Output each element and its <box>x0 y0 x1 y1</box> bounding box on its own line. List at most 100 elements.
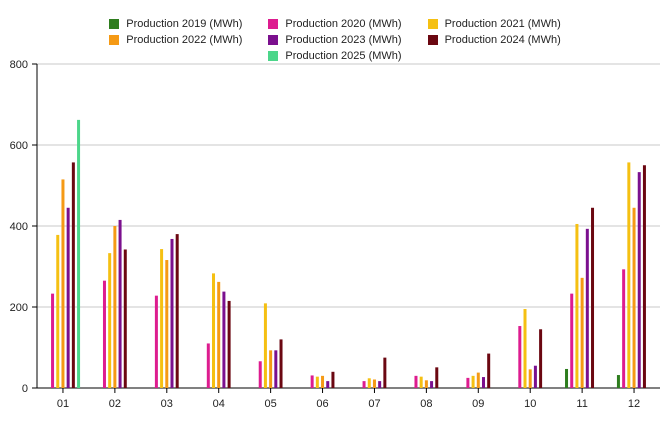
bar <box>565 368 569 388</box>
bar <box>326 381 330 388</box>
bar <box>315 376 319 388</box>
x-tick-label: 01 <box>57 398 69 410</box>
bar <box>274 350 278 388</box>
x-tick-label: 06 <box>316 398 328 410</box>
bar <box>539 329 543 388</box>
bar <box>77 119 81 388</box>
x-tick-label: 07 <box>368 398 380 410</box>
bar <box>580 277 584 388</box>
y-tick-label: 0 <box>22 383 28 395</box>
bar <box>217 281 221 388</box>
legend-label: Production 2023 (MWh) <box>285 34 402 46</box>
bar <box>362 381 366 388</box>
bar <box>258 361 262 388</box>
bar <box>175 234 179 388</box>
bar <box>622 269 626 388</box>
bar <box>321 375 325 388</box>
bar <box>642 165 646 388</box>
y-tick-label: 400 <box>10 221 28 233</box>
legend-item[interactable]: Production 2020 (MWh) <box>268 18 402 30</box>
x-tick-label: 02 <box>109 398 121 410</box>
chart-legend: Production 2019 (MWh) Production 2020 (MW… <box>0 18 670 62</box>
bar <box>222 291 226 388</box>
x-tick-label: 05 <box>265 398 277 410</box>
bar <box>591 207 595 388</box>
bar <box>367 378 371 388</box>
y-tick-label: 200 <box>10 302 28 314</box>
legend-swatch <box>268 51 279 61</box>
bar <box>378 381 382 388</box>
bar <box>310 375 314 388</box>
legend-label: Production 2020 (MWh) <box>285 18 402 30</box>
bar <box>51 293 55 388</box>
legend-swatch <box>109 19 120 29</box>
legend-label: Production 2025 (MWh) <box>285 50 402 62</box>
bar <box>118 219 122 388</box>
bar <box>528 369 532 388</box>
bar <box>123 249 127 388</box>
bar <box>61 179 65 388</box>
bar <box>632 207 636 388</box>
bar <box>331 371 335 388</box>
bar <box>372 379 376 388</box>
legend-item[interactable]: Production 2021 (MWh) <box>427 18 561 30</box>
bar <box>481 377 485 388</box>
bar <box>102 280 106 388</box>
bar <box>414 375 418 388</box>
bar <box>419 376 423 388</box>
legend-swatch <box>268 19 279 29</box>
bar <box>279 339 283 388</box>
bar <box>269 350 273 388</box>
bar <box>476 372 480 388</box>
legend-item[interactable]: Production 2022 (MWh) <box>109 34 242 46</box>
bar <box>471 375 475 388</box>
bar <box>637 172 641 388</box>
bar <box>435 367 439 388</box>
y-tick-label: 800 <box>10 59 28 71</box>
bar <box>108 253 112 388</box>
bar <box>160 249 164 388</box>
x-tick-label: 10 <box>524 398 536 410</box>
bar <box>206 343 210 388</box>
legend-item[interactable]: Production 2023 (MWh) <box>268 34 402 46</box>
legend-item[interactable]: Production 2024 (MWh) <box>427 34 561 46</box>
bar <box>263 303 267 388</box>
bar <box>627 162 631 388</box>
bar <box>616 375 620 388</box>
bar <box>165 260 169 388</box>
x-tick-label: 11 <box>576 398 587 410</box>
legend-label: Production 2019 (MWh) <box>126 18 243 30</box>
bar <box>533 365 537 388</box>
x-tick-label: 09 <box>472 398 484 410</box>
bar <box>575 223 579 388</box>
bar <box>487 353 491 388</box>
bar <box>56 234 60 388</box>
legend-swatch <box>427 19 438 29</box>
bar <box>212 273 216 388</box>
bar <box>154 295 158 388</box>
legend-label: Production 2022 (MWh) <box>126 34 243 46</box>
bar <box>466 377 470 388</box>
bar <box>570 293 574 388</box>
legend-swatch <box>427 35 438 45</box>
bar <box>66 207 70 388</box>
y-tick-label: 600 <box>10 140 28 152</box>
bar <box>227 300 231 388</box>
bar <box>585 228 589 388</box>
bar <box>424 380 428 388</box>
legend-label: Production 2024 (MWh) <box>444 34 561 46</box>
bar <box>383 357 387 388</box>
x-tick-label: 04 <box>213 398 225 410</box>
x-tick-label: 12 <box>628 398 640 410</box>
bar <box>518 326 522 388</box>
x-tick-label: 03 <box>161 398 173 410</box>
legend-swatch <box>268 35 279 45</box>
legend-swatch <box>109 35 120 45</box>
legend-item[interactable]: Production 2019 (MWh) <box>109 18 242 30</box>
bar <box>170 238 174 388</box>
legend-item[interactable]: Production 2025 (MWh) <box>268 50 402 62</box>
bar <box>71 162 75 388</box>
bar <box>113 226 117 388</box>
